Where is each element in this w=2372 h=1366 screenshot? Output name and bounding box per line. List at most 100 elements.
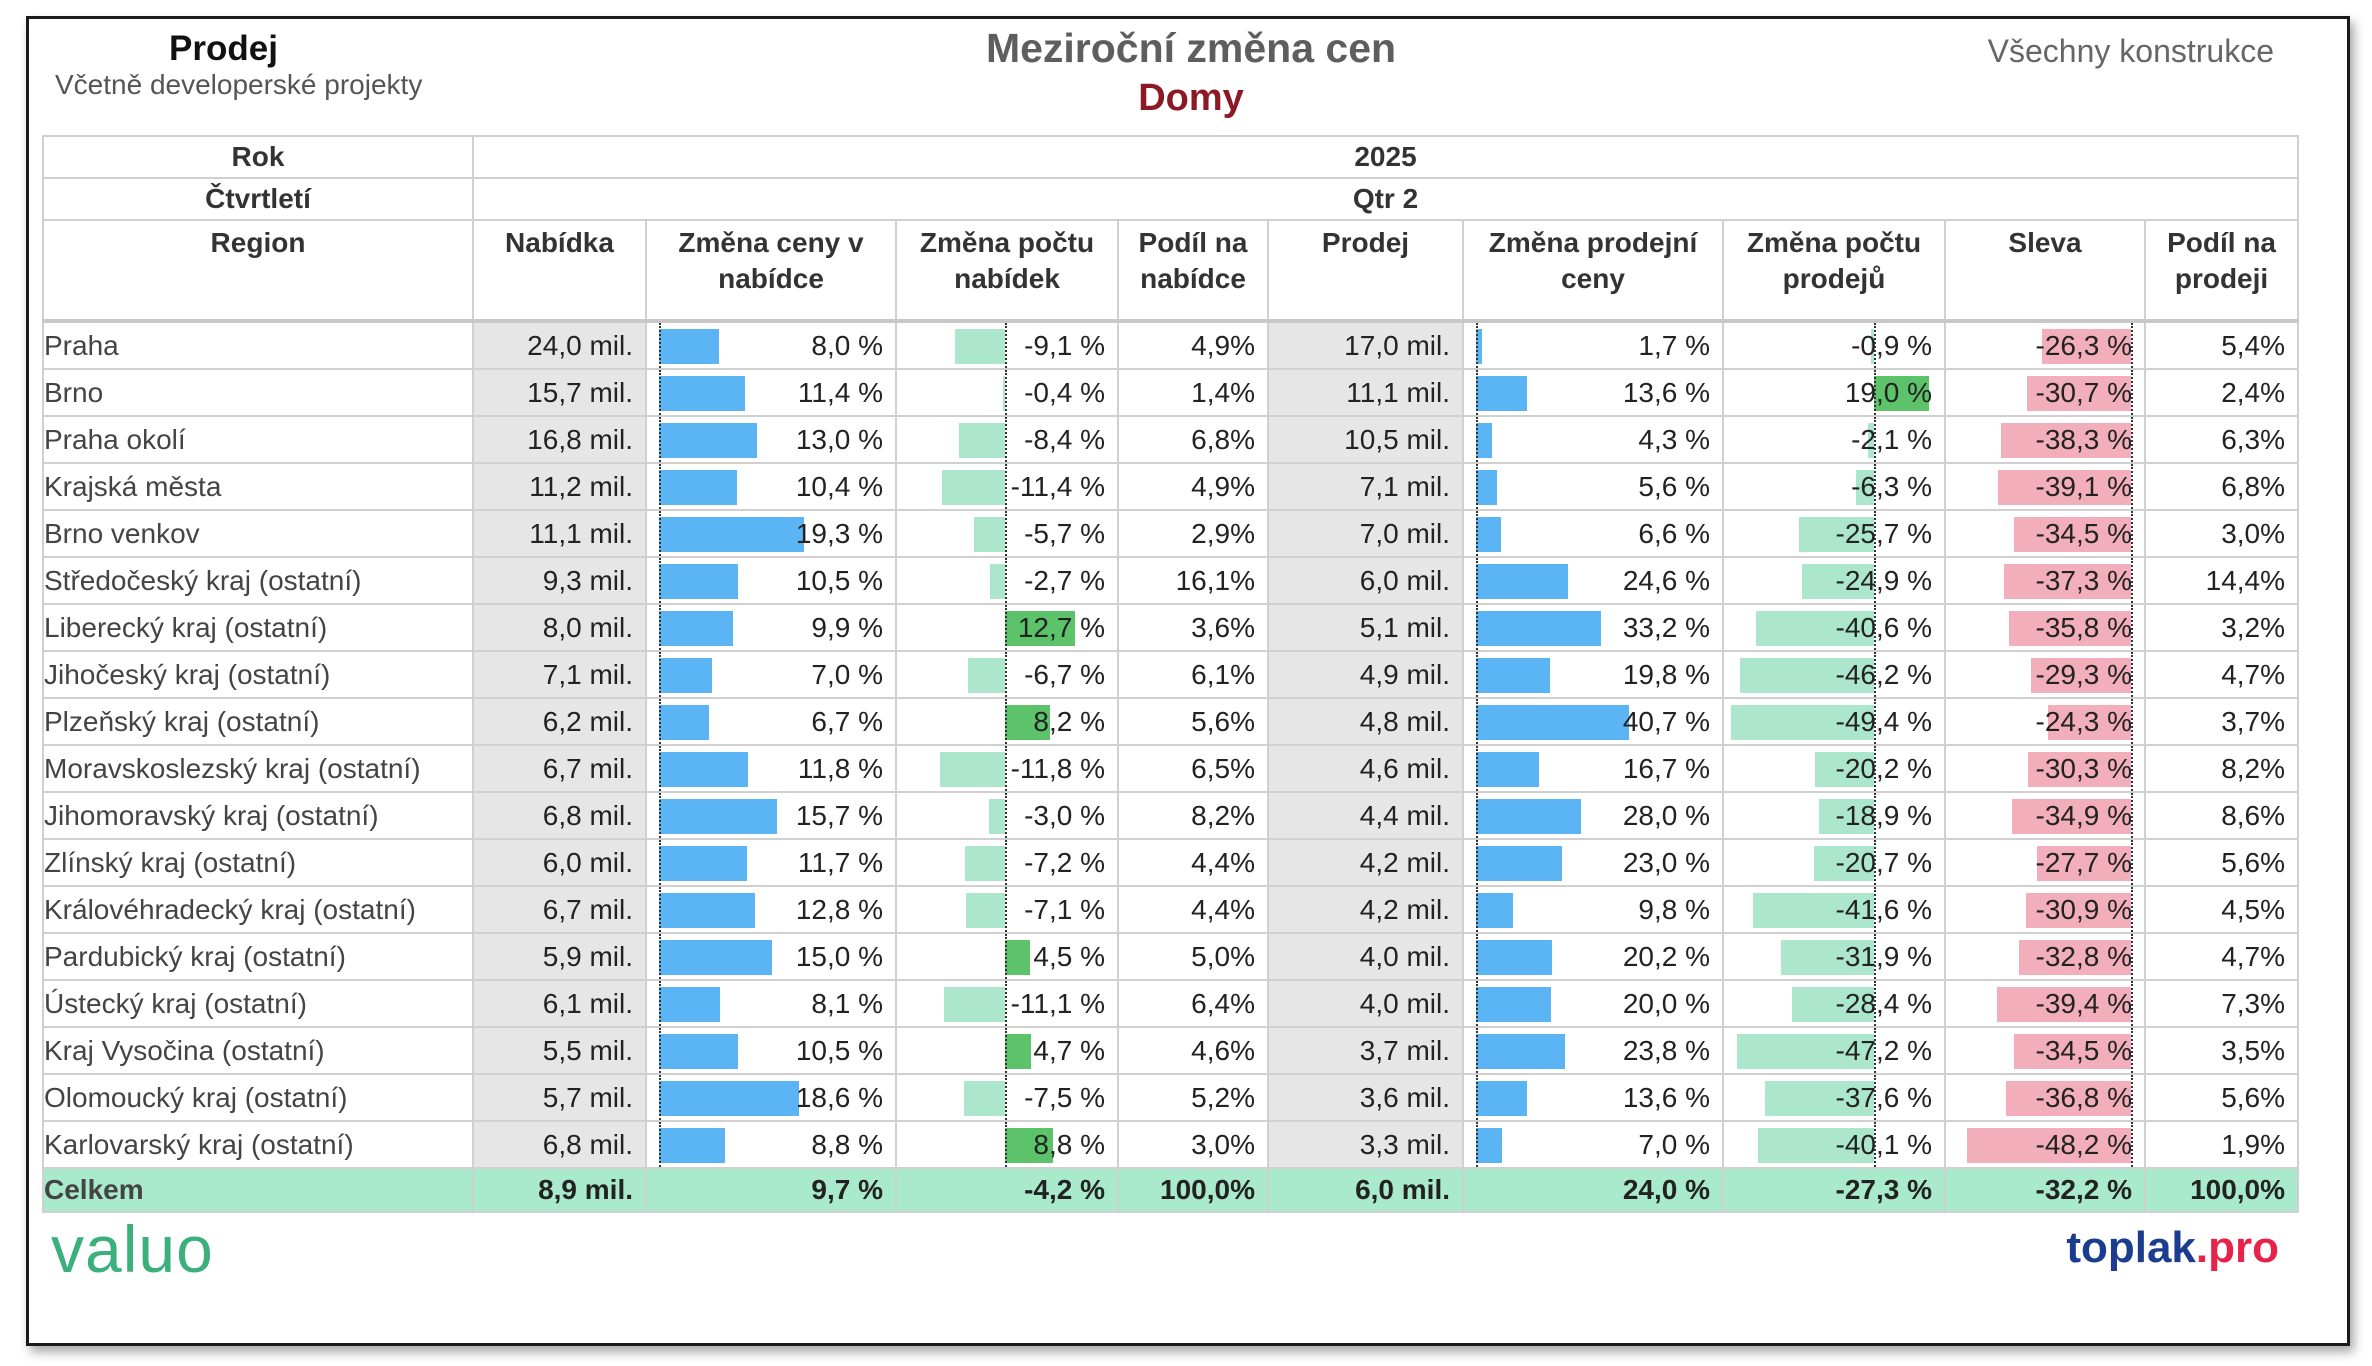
cell-prodej: 10,5 mil.: [1267, 415, 1464, 464]
cell-text: -30,9 %: [2035, 894, 2133, 925]
zero-axis: [659, 323, 661, 367]
zero-axis: [659, 653, 661, 696]
cell-prodej: 6,0 mil.: [1267, 1167, 1464, 1213]
zero-axis: [2131, 700, 2133, 743]
cell-zmena-prodejni: 23,8 %: [1462, 1026, 1724, 1075]
zero-axis: [1874, 888, 1876, 931]
cell-text: -39,1 %: [2035, 471, 2133, 502]
value-bar: [2000, 423, 2131, 458]
zero-axis: [2131, 418, 2133, 461]
value-bar: [1476, 329, 1483, 364]
cell-sleva: -30,9 %: [1944, 885, 2146, 934]
cell-sleva: -39,4 %: [1944, 979, 2146, 1028]
cell-text: 5,0%: [1191, 941, 1255, 972]
cell-text: 4,7%: [2221, 659, 2286, 690]
zero-axis: [2131, 1123, 2133, 1166]
cell-nabidka: 16,8 mil.: [472, 415, 647, 464]
value-bar: [2048, 705, 2131, 740]
cell-text: Praha: [44, 330, 119, 361]
zero-axis: [659, 888, 661, 931]
cell-prodej: 3,7 mil.: [1267, 1026, 1464, 1075]
cell-zmena-poctu: -11,4 %: [895, 462, 1119, 511]
cell-text: 11,4 %: [797, 377, 883, 408]
value-bar: [943, 987, 1005, 1022]
cell-text: 24,6 %: [1622, 565, 1710, 596]
cell-region: Liberecký kraj (ostatní): [42, 603, 474, 652]
cell-podil-nabidka: 4,6%: [1117, 1026, 1269, 1075]
zero-axis: [1476, 794, 1478, 837]
cell-zmena-poctu: 8,8 %: [895, 1120, 1119, 1169]
zero-axis: [1005, 371, 1007, 414]
cell-text: 6,1%: [1191, 659, 1255, 690]
column-header: Nabídka: [472, 219, 647, 322]
cell-text: 5,6%: [1191, 706, 1255, 737]
cell-text: 24,0 mil.: [527, 330, 633, 361]
zero-axis: [1005, 1029, 1007, 1072]
cell-text: -36,8 %: [2035, 1082, 2133, 1113]
zero-axis: [1005, 559, 1007, 602]
cell-nabidka: 6,8 mil.: [472, 791, 647, 840]
cell-podil-nabidka: 5,2%: [1117, 1073, 1269, 1122]
cell-text: 5,5 mil.: [542, 1035, 633, 1066]
cell-nabidka: 11,2 mil.: [472, 462, 647, 511]
zero-axis: [2131, 935, 2133, 978]
cell-text: 6,2 mil.: [542, 706, 633, 737]
cell-prodej: 5,1 mil.: [1267, 603, 1464, 652]
zero-axis: [1874, 653, 1876, 696]
column-header: Prodej: [1267, 219, 1464, 322]
cell-text: 6,6 %: [1638, 518, 1710, 549]
column-header: Změna počtu prodejů: [1722, 219, 1946, 322]
cell-text: -30,7 %: [2035, 377, 2133, 408]
value-bar: [2005, 1081, 2131, 1116]
cell-prodej: 3,3 mil.: [1267, 1120, 1464, 1169]
year-header-row: Rok 2025: [42, 135, 2300, 179]
cell-text: 11,1 mil.: [1346, 377, 1450, 408]
cell-text: -34,5 %: [2035, 518, 2133, 549]
quarter-header-row: Čtvrtletí Qtr 2: [42, 177, 2300, 221]
cell-text: 3,7 mil.: [1359, 1035, 1450, 1066]
cell-text: 4,4%: [1191, 894, 1255, 925]
cell-zmena-ceny: 7,0 %: [645, 650, 897, 699]
cell-text: Brno venkov: [44, 518, 200, 549]
cell-text: -37,6 %: [1835, 1082, 1933, 1113]
value-bar: [2027, 752, 2131, 787]
cell-prodej: 7,1 mil.: [1267, 462, 1464, 511]
cell-podil-prodej: 2,4%: [2143, 368, 2300, 417]
cell-zmena-prodejni: 28,0 %: [1462, 791, 1724, 840]
cell-text: 1,7 %: [1638, 330, 1710, 361]
value-bar: [958, 423, 1005, 458]
cell-text: Jihočeský kraj (ostatní): [44, 659, 331, 690]
cell-text: 23,0 %: [1622, 847, 1710, 878]
cell-text: -26,3 %: [2035, 330, 2133, 361]
cell-text: 8,9 mil.: [538, 1174, 633, 1205]
cell-text: 100,0%: [1160, 1174, 1255, 1205]
cell-zmena-poctu: -7,5 %: [895, 1073, 1119, 1122]
value-bar: [1740, 658, 1874, 693]
cell-zmena-prodejni: 5,6 %: [1462, 462, 1724, 511]
cell-text: Moravskoslezský kraj (ostatní): [44, 753, 421, 784]
cell-region: Plzeňský kraj (ostatní): [42, 697, 474, 746]
cell-zmena-poctu: -6,7 %: [895, 650, 1119, 699]
cell-text: 5,6%: [2221, 847, 2286, 878]
cell-zmena-prodeju: -18,9 %: [1722, 791, 1946, 840]
value-bar: [1005, 611, 1075, 646]
cell-text: 3,6 mil.: [1359, 1082, 1450, 1113]
cell-text: -20,7 %: [1835, 847, 1933, 878]
column-header: Region: [42, 219, 474, 322]
cell-sleva: -29,3 %: [1944, 650, 2146, 699]
cell-text: -37,3 %: [2035, 565, 2133, 596]
cell-zmena-poctu: 4,5 %: [895, 932, 1119, 981]
value-bar: [1476, 517, 1501, 552]
cell-text: Ústecký kraj (ostatní): [44, 988, 307, 1019]
zero-axis: [2131, 559, 2133, 602]
cell-text: 100,0%: [2190, 1174, 2286, 1205]
cell-nabidka: 24,0 mil.: [472, 320, 647, 370]
value-bar: [2036, 846, 2131, 881]
toplak-logo: toplak.pro: [2066, 1223, 2279, 1273]
cell-text: 9,3 mil.: [542, 565, 633, 596]
cell-text: -40,6 %: [1835, 612, 1933, 643]
cell-text: 19,8 %: [1622, 659, 1710, 690]
cell-text: 6,8 mil.: [542, 800, 633, 831]
cell-text: Zlínský kraj (ostatní): [44, 847, 297, 878]
zero-axis: [1005, 418, 1007, 461]
